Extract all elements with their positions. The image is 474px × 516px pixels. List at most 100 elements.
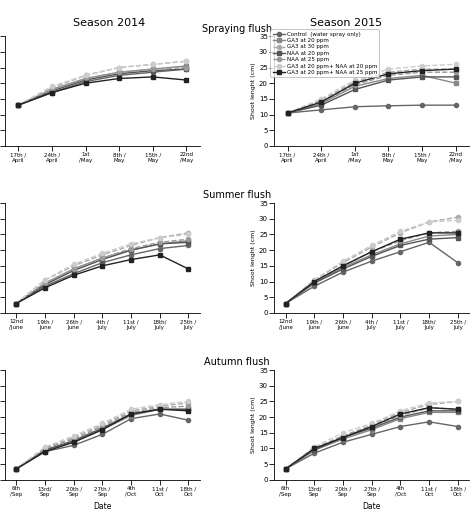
GA3 at 20 ppm [455, 409, 461, 415]
NAA at 25 ppm [183, 64, 189, 71]
NAA at 25 ppm [352, 82, 358, 88]
GA3 at 30 ppm [455, 398, 461, 405]
GA3 at 20 ppm+ NAA at 25 ppm [419, 68, 425, 74]
NAA at 25 ppm [128, 409, 134, 415]
NAA at 25 ppm [15, 102, 21, 108]
Control  (water spray only) [311, 450, 317, 456]
GA3 at 30 ppm [283, 300, 288, 307]
GA3 at 20 ppm [311, 280, 317, 286]
GA3 at 20 ppm [426, 409, 432, 415]
GA3 at 30 ppm [128, 243, 134, 249]
Line: NAA at 25 ppm: NAA at 25 ppm [283, 406, 460, 471]
Control  (water spray only) [71, 442, 76, 448]
GA3 at 20 ppm+ NAA at 20 ppm [426, 400, 432, 406]
GA3 at 20 ppm+ NAA at 25 ppm [100, 427, 105, 433]
Control  (water spray only) [455, 260, 461, 266]
NAA at 25 ppm [283, 466, 288, 472]
Control  (water spray only) [453, 102, 459, 108]
GA3 at 20 ppm [311, 447, 317, 453]
GA3 at 30 ppm [150, 61, 155, 68]
Line: Control  (water spray only): Control (water spray only) [285, 103, 458, 115]
GA3 at 20 ppm [283, 300, 288, 307]
NAA at 20 ppm [13, 466, 19, 472]
GA3 at 30 ppm [82, 72, 88, 78]
Control  (water spray only) [340, 269, 346, 275]
Control  (water spray only) [398, 424, 403, 430]
GA3 at 30 ppm [157, 403, 163, 409]
GA3 at 20 ppm [128, 247, 134, 253]
GA3 at 20 ppm [116, 69, 122, 75]
Line: GA3 at 20 ppm+ NAA at 25 ppm: GA3 at 20 ppm+ NAA at 25 ppm [14, 253, 191, 305]
GA3 at 20 ppm+ NAA at 25 ppm [398, 411, 403, 417]
Control  (water spray only) [13, 300, 19, 307]
NAA at 25 ppm [311, 279, 317, 285]
GA3 at 30 ppm [398, 230, 403, 236]
GA3 at 20 ppm+ NAA at 20 ppm [183, 58, 189, 64]
GA3 at 20 ppm [128, 412, 134, 418]
GA3 at 20 ppm+ NAA at 25 ppm [283, 300, 288, 307]
Text: Summer flush: Summer flush [203, 190, 271, 201]
GA3 at 30 ppm [100, 422, 105, 428]
NAA at 25 ppm [426, 405, 432, 411]
NAA at 20 ppm [13, 300, 19, 307]
GA3 at 20 ppm+ NAA at 20 ppm [311, 277, 317, 283]
Control  (water spray only) [42, 448, 48, 455]
GA3 at 20 ppm+ NAA at 25 ppm [319, 99, 324, 105]
Control  (water spray only) [128, 252, 134, 258]
GA3 at 20 ppm+ NAA at 25 ppm [311, 445, 317, 452]
GA3 at 20 ppm [455, 231, 461, 237]
NAA at 20 ppm [398, 414, 403, 420]
GA3 at 30 ppm [71, 434, 76, 441]
GA3 at 20 ppm+ NAA at 20 ppm [283, 300, 288, 307]
NAA at 25 ppm [71, 436, 76, 442]
GA3 at 20 ppm+ NAA at 25 ppm [340, 263, 346, 269]
Line: GA3 at 30 ppm: GA3 at 30 ppm [14, 231, 191, 305]
GA3 at 20 ppm [71, 439, 76, 445]
NAA at 25 ppm [426, 230, 432, 236]
GA3 at 20 ppm [186, 238, 191, 244]
Control  (water spray only) [13, 466, 19, 472]
GA3 at 20 ppm+ NAA at 20 ppm [186, 398, 191, 405]
GA3 at 20 ppm+ NAA at 25 ppm [340, 434, 346, 441]
NAA at 25 ppm [49, 86, 55, 92]
Line: NAA at 25 ppm: NAA at 25 ppm [14, 404, 191, 471]
NAA at 20 ppm [283, 300, 288, 307]
Control  (water spray only) [386, 103, 392, 109]
GA3 at 30 ppm [157, 234, 163, 240]
NAA at 25 ppm [42, 280, 48, 286]
GA3 at 20 ppm [49, 86, 55, 92]
GA3 at 20 ppm [340, 264, 346, 270]
Line: GA3 at 20 ppm+ NAA at 25 ppm: GA3 at 20 ppm+ NAA at 25 ppm [16, 75, 189, 107]
NAA at 20 ppm [311, 280, 317, 286]
Line: GA3 at 20 ppm+ NAA at 20 ppm: GA3 at 20 ppm+ NAA at 20 ppm [283, 399, 460, 471]
Control  (water spray only) [369, 258, 374, 264]
GA3 at 20 ppm+ NAA at 25 ppm [455, 406, 461, 412]
Line: NAA at 25 ppm: NAA at 25 ppm [283, 229, 460, 305]
NAA at 25 ppm [283, 300, 288, 307]
Control  (water spray only) [419, 102, 425, 108]
NAA at 20 ppm [386, 77, 392, 83]
Line: GA3 at 20 ppm+ NAA at 20 ppm: GA3 at 20 ppm+ NAA at 20 ppm [14, 232, 191, 305]
Line: NAA at 25 ppm: NAA at 25 ppm [16, 66, 189, 107]
GA3 at 20 ppm+ NAA at 20 ppm [71, 433, 76, 439]
GA3 at 20 ppm+ NAA at 20 ppm [49, 83, 55, 89]
GA3 at 30 ppm [311, 445, 317, 452]
GA3 at 30 ppm [340, 433, 346, 439]
Line: NAA at 20 ppm: NAA at 20 ppm [14, 407, 191, 471]
Line: GA3 at 30 ppm: GA3 at 30 ppm [283, 215, 460, 305]
GA3 at 20 ppm+ NAA at 20 ppm [455, 398, 461, 405]
NAA at 20 ppm [128, 411, 134, 417]
GA3 at 20 ppm [82, 75, 88, 82]
GA3 at 20 ppm [157, 241, 163, 247]
Line: Control  (water spray only): Control (water spray only) [14, 412, 191, 471]
GA3 at 30 ppm [453, 66, 459, 72]
Text: Season 2014: Season 2014 [73, 18, 145, 28]
GA3 at 20 ppm+ NAA at 20 ppm [157, 401, 163, 408]
Line: GA3 at 20 ppm+ NAA at 25 ppm: GA3 at 20 ppm+ NAA at 25 ppm [283, 406, 460, 471]
Control  (water spray only) [311, 283, 317, 289]
GA3 at 20 ppm+ NAA at 25 ppm [71, 439, 76, 445]
NAA at 20 ppm [157, 406, 163, 412]
GA3 at 30 ppm [455, 214, 461, 220]
Control  (water spray only) [157, 246, 163, 252]
Control  (water spray only) [128, 415, 134, 422]
